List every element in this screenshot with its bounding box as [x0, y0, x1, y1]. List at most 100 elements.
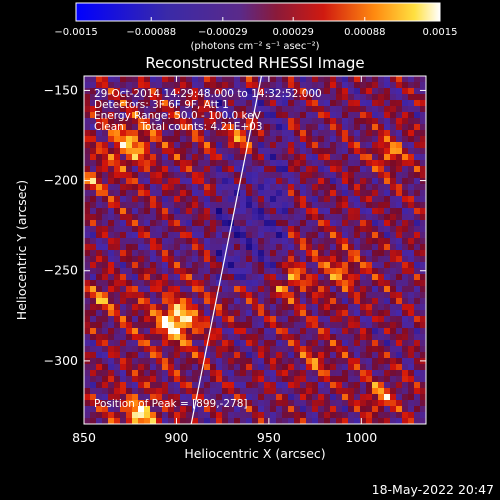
heatmap-cell	[372, 148, 379, 155]
heatmap-cell	[324, 274, 331, 281]
heatmap-cell	[414, 346, 421, 353]
heatmap-cell	[102, 166, 109, 173]
heatmap-cell	[114, 322, 121, 329]
heatmap-cell	[216, 304, 223, 311]
heatmap-cell	[150, 226, 157, 233]
heatmap-cell	[318, 184, 325, 191]
heatmap-cell	[240, 94, 247, 101]
heatmap-cell	[192, 196, 199, 203]
heatmap-cell	[222, 208, 229, 215]
heatmap-cell	[342, 418, 349, 424]
heatmap-cell	[324, 268, 331, 275]
heatmap-cell	[270, 364, 277, 371]
heatmap-cell	[174, 160, 181, 167]
heatmap-cell	[402, 178, 409, 185]
heatmap-cell	[360, 208, 367, 215]
heatmap-cell	[210, 196, 217, 203]
heatmap-cell	[354, 406, 361, 413]
heatmap-cell	[312, 286, 319, 293]
heatmap-cell	[354, 250, 361, 257]
heatmap-cell	[138, 340, 145, 347]
heatmap-cell	[342, 88, 349, 95]
heatmap-cell	[420, 400, 426, 407]
heatmap-cell	[402, 418, 409, 424]
heatmap-cell	[138, 214, 145, 221]
heatmap-cell	[234, 256, 241, 263]
heatmap-cell	[108, 274, 115, 281]
heatmap-cell	[90, 262, 97, 269]
heatmap-cell	[132, 166, 139, 173]
heatmap-cell	[150, 148, 157, 155]
heatmap-cell	[420, 112, 426, 119]
heatmap-cell	[198, 412, 205, 419]
heatmap-cell	[84, 322, 91, 329]
heatmap-cell	[96, 196, 103, 203]
heatmap-cell	[312, 352, 319, 359]
heatmap-cell	[108, 346, 115, 353]
heatmap-cell	[174, 166, 181, 173]
heatmap-cell	[234, 280, 241, 287]
heatmap-cell	[240, 286, 247, 293]
heatmap-cell	[192, 130, 199, 137]
heatmap-cell	[96, 304, 103, 311]
heatmap-cell	[126, 394, 133, 401]
heatmap-cell	[114, 214, 121, 221]
heatmap-cell	[174, 112, 181, 119]
heatmap-cell	[162, 202, 169, 209]
heatmap-cell	[414, 136, 421, 143]
heatmap-cell	[138, 154, 145, 161]
heatmap-cell	[324, 262, 331, 269]
heatmap-cell	[396, 388, 403, 395]
heatmap-cell	[282, 178, 289, 185]
heatmap-cell	[282, 334, 289, 341]
heatmap-cell	[186, 196, 193, 203]
heatmap-cell	[276, 280, 283, 287]
heatmap-cell	[318, 112, 325, 119]
heatmap-cell	[108, 148, 115, 155]
heatmap-cell	[384, 358, 391, 365]
heatmap-cell	[144, 154, 151, 161]
heatmap-cell	[378, 178, 385, 185]
heatmap-cell	[402, 328, 409, 335]
heatmap-cell	[378, 76, 385, 83]
heatmap-cell	[366, 208, 373, 215]
heatmap-cell	[168, 94, 175, 101]
heatmap-cell	[228, 76, 235, 83]
heatmap-cell	[204, 112, 211, 119]
heatmap-cell	[180, 280, 187, 287]
heatmap-cell	[336, 106, 343, 113]
heatmap-cell	[198, 280, 205, 287]
heatmap-cell	[264, 148, 271, 155]
heatmap-cell	[390, 400, 397, 407]
heatmap-cell	[408, 262, 415, 269]
heatmap-cell	[162, 238, 169, 245]
heatmap-cell	[282, 310, 289, 317]
heatmap-cell	[258, 136, 265, 143]
heatmap-cell	[120, 130, 127, 137]
heatmap-cell	[120, 250, 127, 257]
heatmap-cell	[108, 112, 115, 119]
heatmap-cell	[294, 160, 301, 167]
heatmap-cell	[210, 406, 217, 413]
heatmap-cell	[390, 364, 397, 371]
heatmap-cell	[186, 220, 193, 227]
heatmap-cell	[294, 400, 301, 407]
heatmap-cell	[168, 202, 175, 209]
heatmap-cell	[210, 154, 217, 161]
heatmap-cell	[270, 388, 277, 395]
heatmap-cell	[222, 202, 229, 209]
heatmap-cell	[366, 298, 373, 305]
heatmap-cell	[390, 220, 397, 227]
heatmap-cell	[84, 226, 91, 233]
heatmap-cell	[114, 382, 121, 389]
heatmap-cell	[312, 268, 319, 275]
heatmap-cell	[282, 250, 289, 257]
heatmap-cell	[84, 412, 91, 419]
heatmap-cell	[198, 88, 205, 95]
plot-area	[83, 75, 427, 425]
heatmap-cell	[126, 160, 133, 167]
heatmap-cell	[186, 256, 193, 263]
heatmap-cell	[306, 148, 313, 155]
heatmap-cell	[414, 184, 421, 191]
heatmap-cell	[360, 112, 367, 119]
